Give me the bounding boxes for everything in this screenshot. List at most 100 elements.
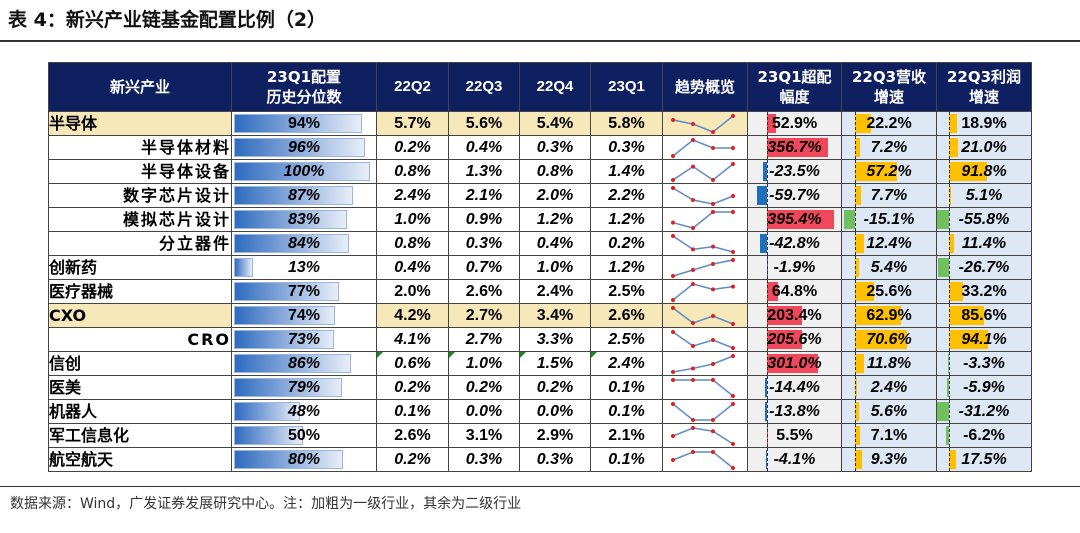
- quarter-value-text: 0.4%: [536, 234, 574, 252]
- table-row: 医美 79% 0.2% 0.2% 0.2% 0.1% -14.4% 2.4% -5.9%: [48, 375, 1032, 400]
- revenue-growth-cell: 5.6%: [841, 399, 937, 424]
- profit-growth-bar: [947, 354, 949, 373]
- quarter-value-text: 0.4%: [465, 138, 503, 156]
- overweight-cell: 356.7%: [747, 135, 842, 160]
- table-row: CXO 74% 4.2% 2.7% 3.4% 2.6% 203.4% 62.9% 85.6%: [48, 303, 1032, 328]
- sparkline-chart: [671, 114, 735, 134]
- percentile-cell: 50%: [231, 423, 377, 448]
- quarter-value-text: 2.1%: [465, 186, 503, 204]
- percentile-value: 79%: [287, 378, 321, 396]
- axis-line: [949, 136, 950, 159]
- sparkline-point: [731, 466, 735, 470]
- quarter-value: 2.0%: [376, 279, 449, 304]
- profit-growth-bar: [937, 402, 949, 421]
- overweight-cell: -13.8%: [747, 399, 842, 424]
- quarter-value-text: 0.2%: [608, 234, 645, 252]
- quarter-value-text: 0.9%: [465, 210, 503, 228]
- percentile-bar: [234, 162, 370, 181]
- profit-growth-cell: -3.3%: [936, 351, 1032, 376]
- quarter-value-text: 2.6%: [608, 306, 645, 324]
- industry-name: 军工信息化: [48, 423, 232, 448]
- sparkline-point: [711, 210, 715, 214]
- quarter-value: 0.4%: [519, 231, 591, 256]
- sparkline-chart: [671, 402, 735, 422]
- axis-line: [767, 256, 768, 279]
- profit-growth-cell: 18.9%: [936, 111, 1032, 136]
- quarter-value-text: 0.0%: [536, 402, 574, 420]
- percentile-cell: 84%: [231, 231, 377, 256]
- quarter-value: 5.6%: [448, 111, 520, 136]
- quarter-value: 0.4%: [376, 255, 449, 280]
- overweight-bar: [767, 306, 802, 325]
- axis-line: [949, 304, 950, 327]
- quarter-value-text: 1.2%: [608, 210, 645, 228]
- percentile-bar: [234, 138, 365, 157]
- profit-growth-value: -26.7%: [958, 258, 1010, 276]
- quarter-value: 0.3%: [448, 231, 520, 256]
- sparkline-point: [731, 258, 735, 262]
- revenue-growth-bar: [855, 138, 861, 157]
- quarter-value: 2.0%: [519, 183, 591, 208]
- profit-growth-bar: [949, 114, 957, 133]
- trend-sparkline: [662, 351, 748, 376]
- axis-line: [949, 232, 950, 255]
- overweight-value: 64.8%: [771, 282, 818, 300]
- revenue-growth-bar: [855, 258, 859, 277]
- quarter-value: 1.4%: [590, 159, 663, 184]
- sparkline-point: [671, 370, 675, 374]
- quarter-value-text: 0.3%: [465, 234, 503, 252]
- quarter-value-text: 0.6%: [394, 354, 431, 372]
- quarter-value: 1.0%: [448, 351, 520, 376]
- percentile-cell: 96%: [231, 135, 377, 160]
- quarter-value-text: 0.2%: [394, 450, 431, 468]
- overweight-value: -42.8%: [769, 234, 820, 252]
- profit-growth-bar: [949, 186, 952, 205]
- percentile-bar: [234, 402, 301, 421]
- sparkline-chart: [671, 258, 735, 278]
- trend-sparkline: [662, 207, 748, 232]
- quarter-value: 1.2%: [590, 207, 663, 232]
- revenue-growth-value: 12.4%: [866, 234, 912, 252]
- quarter-value: 2.6%: [376, 423, 449, 448]
- axis-line: [949, 280, 950, 303]
- profit-growth-value: 85.6%: [961, 306, 1007, 324]
- overweight-value: 356.7%: [767, 138, 822, 156]
- table-row: 半导体设备 100% 0.8% 1.3% 0.8% 1.4% -23.5% 57.2% 91.8…: [48, 159, 1032, 184]
- profit-growth-bar: [949, 138, 958, 157]
- overweight-bar: [767, 210, 835, 229]
- percentile-cell: 94%: [231, 111, 377, 136]
- revenue-growth-bar: [855, 234, 865, 253]
- sparkline-point: [731, 162, 735, 166]
- axis-line: [855, 328, 856, 351]
- industry-name: 半导体材料: [48, 135, 232, 160]
- sparkline-point: [691, 378, 695, 382]
- percentile-bar: [234, 330, 334, 349]
- revenue-growth-bar: [855, 402, 860, 421]
- revenue-growth-bar: [855, 162, 897, 181]
- percentile-cell: 80%: [231, 447, 377, 472]
- revenue-growth-bar: [855, 282, 874, 301]
- axis-line: [855, 448, 856, 471]
- sparkline-line: [672, 235, 734, 253]
- trend-sparkline: [662, 375, 748, 400]
- table-row: 半导体 94% 5.7% 5.6% 5.4% 5.8% 52.9% 22.2% 18.9%: [48, 111, 1032, 136]
- revenue-growth-cell: 22.2%: [841, 111, 937, 136]
- quarter-value: 0.9%: [448, 207, 520, 232]
- percentile-cell: 77%: [231, 279, 377, 304]
- overweight-bar: [767, 138, 828, 157]
- revenue-growth-value: 62.9%: [866, 306, 912, 324]
- overweight-cell: -1.9%: [747, 255, 842, 280]
- sparkline-point: [711, 418, 715, 422]
- sparkline-point: [671, 298, 675, 302]
- axis-line: [767, 424, 768, 447]
- axis-line: [949, 328, 950, 351]
- trend-sparkline: [662, 159, 748, 184]
- overweight-value: -13.8%: [769, 402, 820, 420]
- quarter-value-text: 2.6%: [394, 426, 431, 444]
- percentile-value: 48%: [287, 402, 321, 420]
- quarter-value-text: 0.0%: [465, 402, 503, 420]
- quarter-value-text: 0.1%: [394, 402, 431, 420]
- profit-growth-value: -6.2%: [963, 426, 1005, 444]
- overweight-bar: [763, 162, 767, 181]
- sparkline-point: [691, 226, 695, 230]
